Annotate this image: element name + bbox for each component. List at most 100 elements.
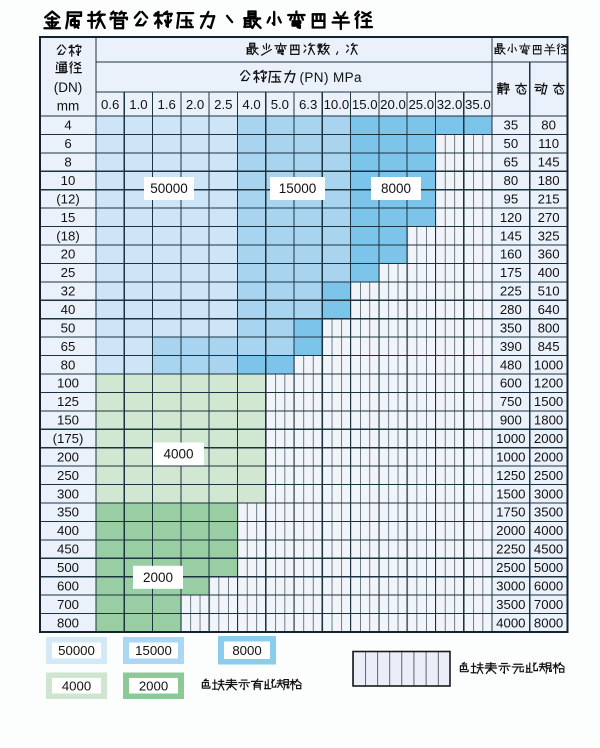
svg-text:15000: 15000 [135, 643, 172, 658]
svg-text:700: 700 [57, 597, 79, 612]
svg-text:80: 80 [541, 118, 556, 133]
svg-text:800: 800 [538, 320, 560, 335]
svg-text:4: 4 [64, 118, 71, 133]
svg-text:8000: 8000 [381, 181, 411, 196]
svg-text:(12): (12) [56, 191, 79, 206]
svg-text:225: 225 [500, 284, 522, 299]
svg-text:4000: 4000 [534, 523, 563, 538]
svg-text:8000: 8000 [232, 643, 261, 658]
svg-text:5000: 5000 [534, 560, 563, 575]
svg-text:270: 270 [538, 210, 560, 225]
svg-text:1750: 1750 [496, 505, 525, 520]
svg-text:1000: 1000 [534, 357, 563, 372]
svg-text:100: 100 [57, 376, 79, 391]
svg-text:10.0: 10.0 [324, 97, 350, 112]
svg-text:120: 120 [500, 210, 522, 225]
svg-text:300: 300 [57, 486, 79, 501]
svg-text:400: 400 [57, 523, 79, 538]
svg-text:150: 150 [57, 413, 79, 428]
svg-text:600: 600 [57, 578, 79, 593]
svg-text:175: 175 [500, 265, 522, 280]
svg-text:1.0: 1.0 [129, 97, 147, 112]
svg-text:2000: 2000 [143, 570, 173, 585]
svg-text:80: 80 [504, 173, 519, 188]
svg-text:6000: 6000 [534, 578, 563, 593]
svg-text:35: 35 [504, 118, 519, 133]
svg-text:32: 32 [61, 284, 76, 299]
svg-text:95: 95 [504, 191, 519, 206]
svg-text:0.6: 0.6 [101, 97, 119, 112]
svg-text:4000: 4000 [496, 615, 525, 630]
svg-text:750: 750 [500, 394, 522, 409]
svg-text:1000: 1000 [496, 449, 525, 464]
svg-text:1250: 1250 [496, 468, 525, 483]
svg-text:3000: 3000 [496, 578, 525, 593]
svg-text:2000: 2000 [496, 523, 525, 538]
svg-text:4.0: 4.0 [242, 97, 260, 112]
svg-text:900: 900 [500, 413, 522, 428]
svg-text:2500: 2500 [534, 468, 563, 483]
svg-text:350: 350 [57, 505, 79, 520]
svg-text:1500: 1500 [534, 394, 563, 409]
svg-text:10: 10 [61, 173, 76, 188]
svg-text:215: 215 [538, 191, 560, 206]
svg-text:845: 845 [538, 339, 560, 354]
svg-text:3500: 3500 [496, 597, 525, 612]
svg-text:50: 50 [504, 136, 519, 151]
svg-text:15000: 15000 [279, 181, 317, 196]
svg-text:400: 400 [538, 265, 560, 280]
svg-text:15: 15 [61, 210, 76, 225]
svg-text:2.0: 2.0 [186, 97, 204, 112]
svg-text:2000: 2000 [139, 678, 168, 693]
svg-text:350: 350 [500, 320, 522, 335]
svg-text:(175): (175) [53, 431, 84, 446]
svg-text:15.0: 15.0 [352, 97, 378, 112]
svg-text:4500: 4500 [534, 542, 563, 557]
svg-text:110: 110 [538, 136, 559, 151]
svg-text:500: 500 [57, 560, 79, 575]
svg-text:1800: 1800 [534, 413, 563, 428]
svg-text:250: 250 [57, 468, 79, 483]
svg-text:(18): (18) [56, 228, 79, 243]
svg-text:160: 160 [500, 247, 522, 262]
svg-text:6: 6 [64, 136, 71, 151]
svg-text:8: 8 [64, 155, 71, 170]
svg-text:50000: 50000 [150, 181, 188, 196]
svg-text:510: 510 [538, 284, 560, 299]
svg-text:390: 390 [500, 339, 522, 354]
svg-text:mm: mm [57, 99, 80, 114]
svg-text:2000: 2000 [534, 431, 563, 446]
svg-text:145: 145 [500, 228, 522, 243]
svg-text:50: 50 [61, 320, 76, 335]
svg-text:2000: 2000 [534, 449, 563, 464]
svg-text:32.0: 32.0 [437, 97, 463, 112]
svg-text:600: 600 [500, 376, 522, 391]
svg-text:360: 360 [538, 247, 560, 262]
svg-text:40: 40 [61, 302, 76, 317]
svg-text:2250: 2250 [496, 542, 525, 557]
svg-text:80: 80 [61, 357, 76, 372]
svg-text:20: 20 [61, 247, 76, 262]
svg-text:145: 145 [538, 155, 560, 170]
svg-text:4000: 4000 [62, 678, 91, 693]
svg-text:8000: 8000 [534, 615, 563, 630]
svg-text:(DN): (DN) [54, 80, 83, 95]
svg-text:65: 65 [61, 339, 76, 354]
svg-text:1.6: 1.6 [158, 97, 176, 112]
svg-text:1000: 1000 [496, 431, 525, 446]
svg-text:20.0: 20.0 [380, 97, 406, 112]
svg-text:2.5: 2.5 [214, 97, 232, 112]
svg-text:50000: 50000 [58, 643, 95, 658]
svg-text:3000: 3000 [534, 486, 563, 501]
svg-text:800: 800 [57, 615, 79, 630]
svg-text:480: 480 [500, 357, 522, 372]
svg-text:3500: 3500 [534, 505, 563, 520]
svg-text:35.0: 35.0 [465, 97, 491, 112]
svg-text:180: 180 [538, 173, 560, 188]
svg-text:125: 125 [57, 394, 79, 409]
svg-text:5.0: 5.0 [271, 97, 289, 112]
svg-text:325: 325 [538, 228, 560, 243]
svg-text:200: 200 [57, 449, 79, 464]
svg-text:(PN) MPa: (PN) MPa [300, 70, 363, 85]
svg-text:6.3: 6.3 [299, 97, 317, 112]
